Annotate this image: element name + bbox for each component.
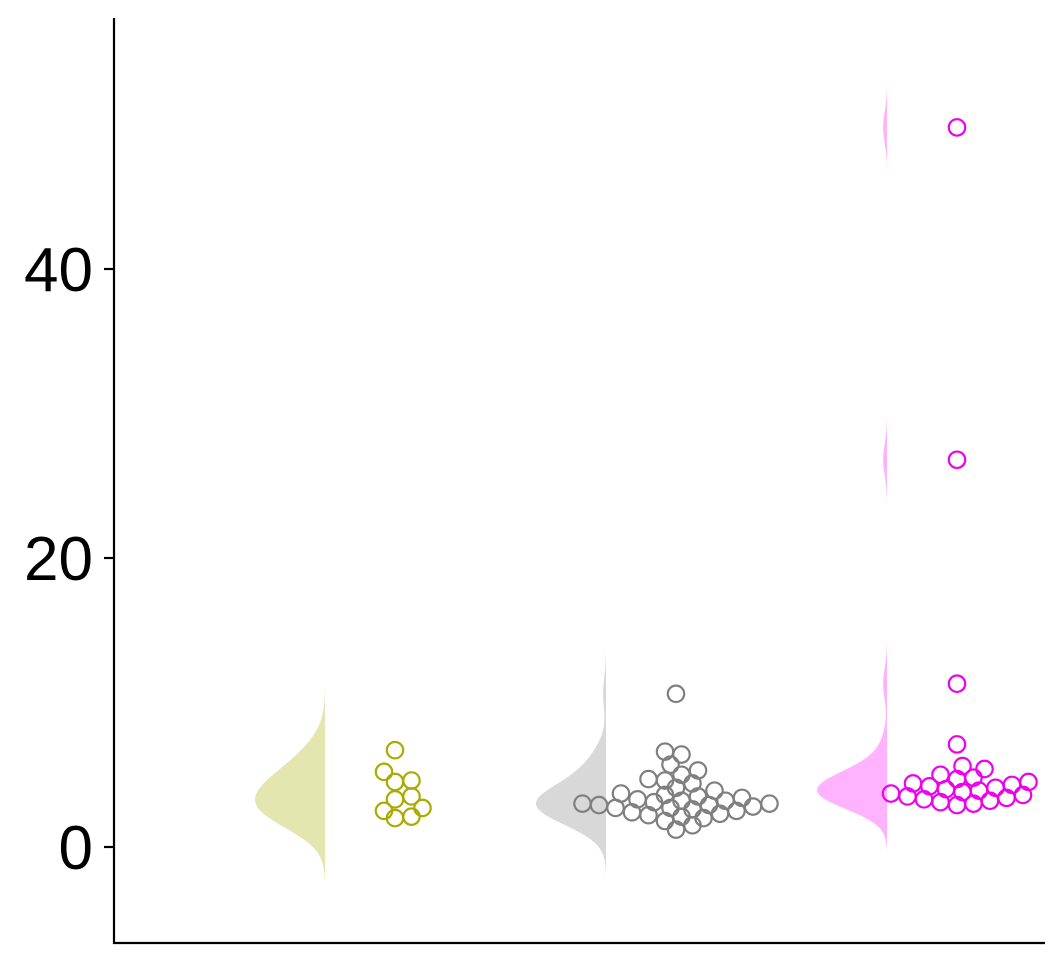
data-point — [385, 740, 405, 760]
density-clouds — [255, 81, 887, 880]
data-point — [931, 765, 950, 785]
density-cloud — [817, 81, 887, 851]
data-point — [947, 674, 967, 694]
data-point — [374, 762, 394, 782]
data-point — [688, 761, 708, 780]
data-point — [402, 787, 421, 806]
data-point — [947, 118, 967, 137]
density-cloud — [536, 645, 606, 879]
data-point — [402, 771, 421, 790]
y-ticks: 0 20 40 — [24, 236, 114, 883]
data-point — [672, 745, 691, 764]
data-points — [374, 118, 1038, 839]
data-point — [385, 790, 405, 809]
data-point — [672, 765, 691, 785]
data-point — [953, 756, 972, 776]
density-cloud — [255, 688, 325, 880]
data-point — [947, 450, 967, 470]
y-tick-label: 40 — [24, 236, 93, 305]
data-point — [573, 794, 592, 813]
data-point — [402, 807, 421, 826]
data-point — [1019, 772, 1038, 792]
data-point — [666, 684, 686, 704]
y-tick-label: 20 — [24, 525, 93, 594]
axes — [112, 18, 1045, 945]
data-point — [975, 759, 994, 779]
data-point — [760, 794, 779, 813]
data-point — [743, 797, 763, 816]
y-tick-label: 0 — [59, 814, 93, 883]
data-point — [639, 769, 658, 789]
data-point — [705, 781, 724, 800]
data-point — [655, 742, 675, 761]
data-point — [611, 784, 631, 803]
data-point — [732, 788, 752, 808]
data-point — [628, 790, 647, 809]
data-point — [385, 772, 405, 792]
data-point — [413, 798, 432, 818]
data-point — [374, 801, 394, 821]
data-point — [947, 735, 967, 754]
data-point — [903, 774, 923, 793]
data-point — [881, 784, 901, 803]
